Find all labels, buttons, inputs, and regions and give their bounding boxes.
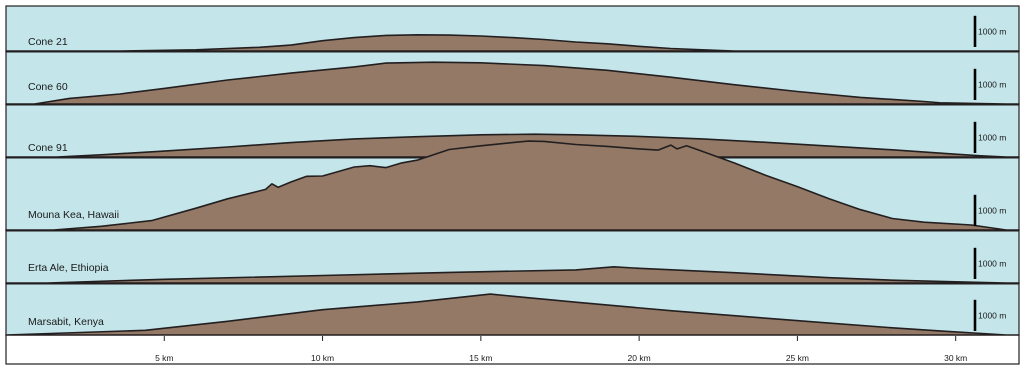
profile-label: Cone 91 [28,142,68,154]
scale-bar-label: 1000 m [978,258,1006,268]
figure-frame [5,5,1020,365]
scale-bar-label: 1000 m [978,79,1006,89]
x-tick-label: 30 km [944,353,967,363]
scale-bar-label: 1000 m [978,26,1006,36]
x-tick-label: 10 km [311,353,334,363]
profile-panel: Cone 60 1000 m [5,51,1020,105]
distance-axis: 5 km 10 km 15 km 20 km 25 km 30 km [155,336,967,363]
elevation-profile [5,266,1020,284]
elevation-profile [5,61,1020,105]
scale-bar-label: 1000 m [978,310,1006,320]
x-tick-label: 20 km [628,353,651,363]
profile-label: Mouna Kea, Hawaii [28,209,119,221]
elevation-profile [5,293,1020,336]
profile-panel: Mouna Kea, Hawaii 1000 m [5,140,1020,231]
profile-label: Cone 60 [28,81,68,93]
elevation-profile [5,140,1020,231]
elevation-profile [5,34,1020,52]
profile-panel: Cone 21 1000 m [5,5,1020,52]
scale-bar-label: 1000 m [978,205,1006,215]
profile-panel: Erta Ale, Ethiopia 1000 m [5,230,1020,284]
profile-label: Marsabit, Kenya [28,316,104,328]
profile-label: Cone 21 [28,36,68,48]
x-tick-label: 5 km [155,353,173,363]
x-tick-label: 15 km [469,353,492,363]
profile-label: Erta Ale, Ethiopia [28,262,109,274]
profile-panel: Marsabit, Kenya 1000 m [5,283,1020,336]
scale-bar-label: 1000 m [978,132,1006,142]
x-tick-label: 25 km [786,353,809,363]
